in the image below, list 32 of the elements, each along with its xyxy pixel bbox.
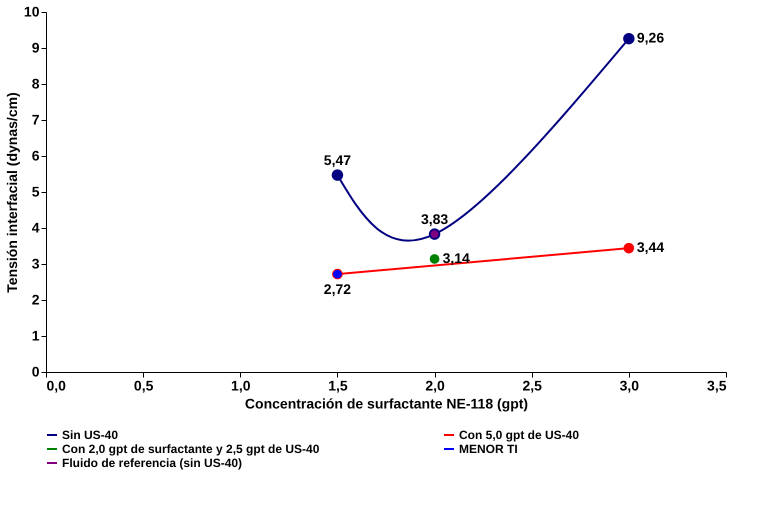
x-tick-label: 3,0 bbox=[620, 378, 640, 394]
x-axis-title: Concentración de surfactante NE-118 (gpt) bbox=[244, 396, 528, 412]
legend-label: Con 2,0 gpt de surfactante y 2,5 gpt de US-40 bbox=[62, 442, 320, 456]
x-tick-label: 3,5 bbox=[707, 378, 727, 394]
y-tick-label: 8 bbox=[32, 76, 40, 92]
y-tick-label: 3 bbox=[32, 256, 40, 272]
y-tick-label: 10 bbox=[24, 4, 40, 20]
data-label: 3,44 bbox=[636, 239, 664, 256]
data-label: 5,47 bbox=[324, 152, 352, 168]
x-tick-label: 1,0 bbox=[231, 378, 251, 394]
legend-label: Sin US-40 bbox=[62, 428, 118, 442]
data-label: 3,14 bbox=[442, 250, 470, 266]
y-tick-label: 7 bbox=[32, 112, 40, 128]
data-label: 2,72 bbox=[324, 281, 352, 298]
x-tick-label: 1,5 bbox=[328, 378, 348, 394]
x-tick-label: 2,5 bbox=[522, 378, 542, 394]
y-tick-label: 9 bbox=[32, 40, 40, 56]
y-tick-label: 5 bbox=[32, 184, 40, 200]
y-axis-title: Tensión interfacial (dynas/cm) bbox=[4, 92, 20, 293]
data-label: 9,26 bbox=[636, 30, 664, 46]
x-tick-label: 0,5 bbox=[134, 378, 154, 394]
y-tick-label: 1 bbox=[32, 328, 40, 344]
legend-label: Con 5,0 gpt de US-40 bbox=[459, 428, 580, 442]
y-tick-label: 2 bbox=[32, 292, 40, 308]
x-tick-label: 0,0 bbox=[46, 378, 66, 394]
legend-label: Fluido de referencia (sin US-40) bbox=[62, 456, 242, 470]
y-tick-label: 6 bbox=[32, 148, 40, 164]
y-tick-label: 4 bbox=[32, 220, 40, 236]
data-label: 3,83 bbox=[420, 211, 448, 228]
x-tick-label: 2,0 bbox=[425, 378, 446, 394]
legend-label: MENOR TI bbox=[459, 442, 518, 456]
y-tick-label: 0 bbox=[32, 364, 40, 380]
